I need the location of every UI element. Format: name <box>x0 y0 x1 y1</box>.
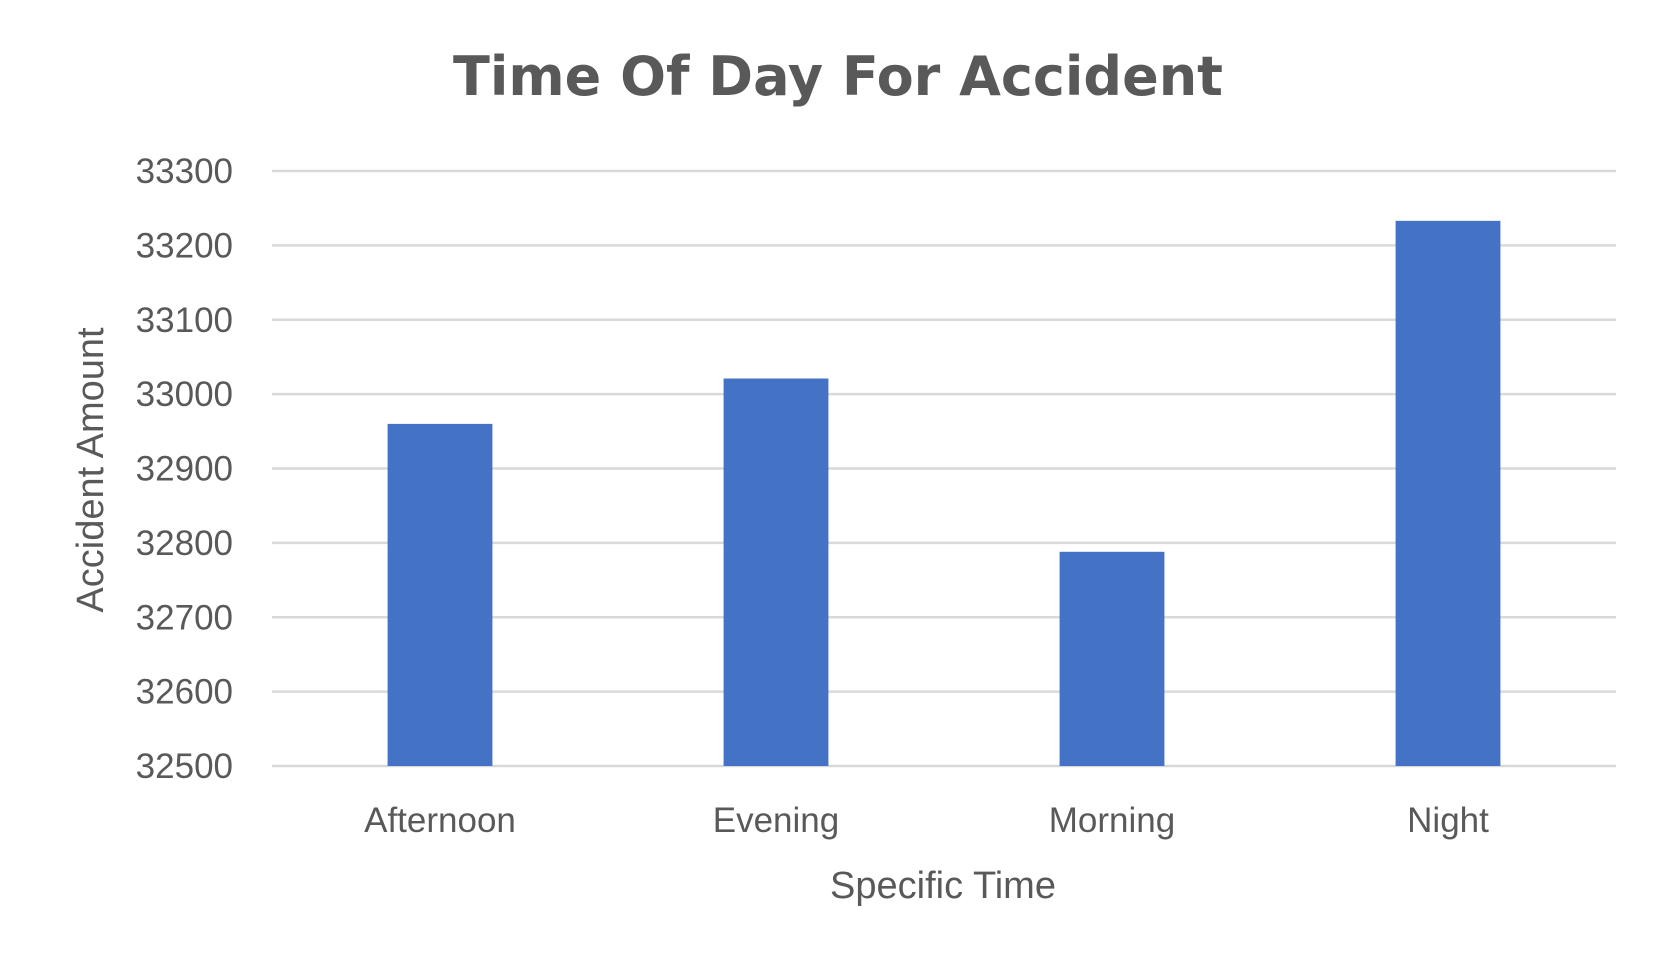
x-axis-ticks: Afternoon Evening Morning Night <box>364 801 1489 840</box>
gridlines <box>272 169 1616 768</box>
y-tick-label: 32500 <box>136 747 233 786</box>
bar-morning <box>1059 551 1165 766</box>
x-tick-label: Evening <box>713 801 839 840</box>
y-tick-label: 33300 <box>136 152 233 191</box>
y-axis-ticks: 32500 32600 32700 32800 32900 33000 33100 33200… <box>136 152 233 786</box>
y-axis-label: Accident Amount <box>70 327 112 613</box>
chart-title: Time Of Day For Accident <box>453 45 1223 108</box>
x-tick-label: Morning <box>1049 801 1175 840</box>
x-tick-label: Night <box>1407 801 1489 840</box>
bar-night <box>1395 220 1501 767</box>
y-tick-label: 33200 <box>136 226 233 265</box>
y-tick-label: 32700 <box>136 598 233 637</box>
x-axis-label: Specific Time <box>830 865 1056 907</box>
y-tick-label: 32900 <box>136 450 233 489</box>
bar-evening <box>723 378 829 766</box>
y-tick-label: 33100 <box>136 301 233 340</box>
y-tick-label: 33000 <box>136 375 233 414</box>
y-tick-label: 32600 <box>136 673 233 712</box>
bars <box>387 220 1501 767</box>
x-tick-label: Afternoon <box>364 801 516 840</box>
bar-afternoon <box>387 423 493 766</box>
y-tick-label: 32800 <box>136 524 233 563</box>
